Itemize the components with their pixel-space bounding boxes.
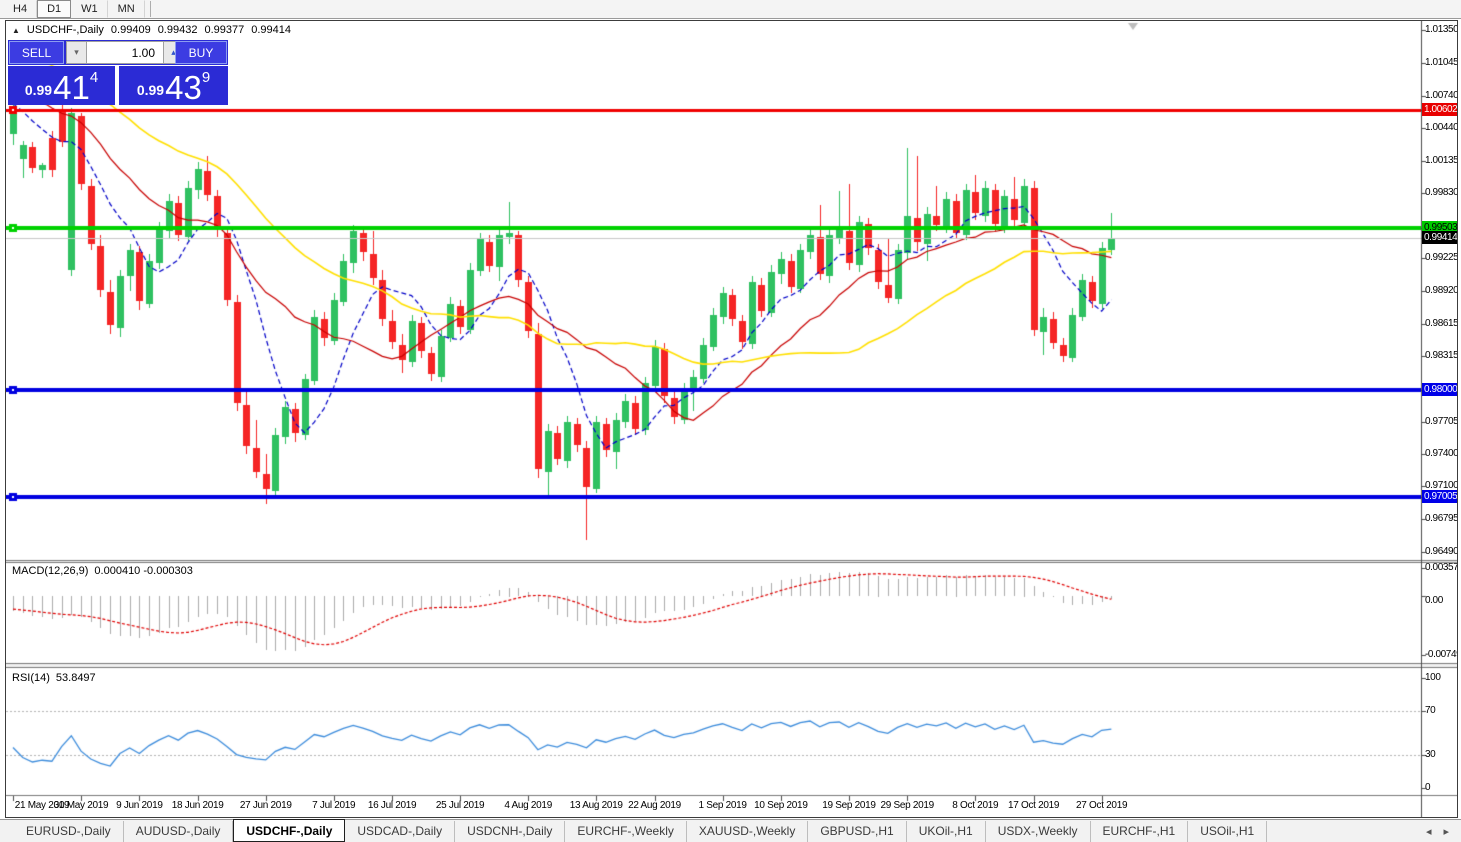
price-tick-label: 1.01045 [1425,57,1458,68]
rsi-label: RSI(14) 53.8497 [12,672,96,684]
price-line-tag: 0.97005 [1422,490,1458,503]
price-tick-label: 0.97400 [1425,448,1458,459]
price-tick-label: 0.99225 [1425,252,1458,263]
macd-values: 0.000410 -0.000303 [94,565,193,577]
date-tick-label: 21 May 2019 [14,800,70,811]
chart-tab-usdchf-daily[interactable]: USDCHF-,Daily [233,819,346,842]
price-chart-canvas[interactable] [6,21,1457,817]
timeframe-button-mn[interactable]: MN [108,0,145,18]
date-tick-label: 10 Sep 2019 [754,800,808,811]
price-tick-label: 0.98615 [1425,318,1458,329]
date-tick-label: 8 Oct 2019 [952,800,999,811]
rsi-tick-label: 70 [1425,705,1436,716]
trade-panel-top-bar: SELL ▾ ▴ BUY [8,40,228,65]
date-tick-label: 25 Jul 2019 [435,800,485,811]
date-tick-label: 29 Sep 2019 [880,800,935,811]
rsi-tick-label: 100 [1425,672,1441,683]
date-tick-label: 18 Jun 2019 [171,800,224,811]
macd-tick-label: 0.00 [1425,595,1443,606]
chart-title: ▲ USDCHF-,Daily 0.99409 0.99432 0.99377 … [12,24,291,36]
price-tick-label: 0.96795 [1425,513,1458,524]
price-line-tag: 1.00602 [1422,103,1458,116]
timeframe-button-w1[interactable]: W1 [71,0,108,18]
price-tick-label: 0.97705 [1425,416,1458,427]
chart-symbol-label: USDCHF-,Daily [26,24,104,36]
buy-price-big: 43 [165,68,202,106]
tab-scroll-left-icon[interactable]: ◂ [1425,825,1432,838]
date-tick-label: 9 Jun 2019 [116,800,163,811]
chart-tabs: EURUSD-,Daily AUDUSD-,Daily USDCHF-,Daily U… [14,819,1268,842]
chart-tab-eurchf-weekly[interactable]: EURCHF-,Weekly [565,820,687,842]
sell-price-big: 41 [53,68,90,106]
ohlc-close: 0.99414 [251,24,291,36]
volume-spinner: ▾ ▴ [66,41,184,64]
date-tick-label: 30 May 2019 [53,800,109,811]
price-tick-label: 1.00440 [1425,122,1458,133]
chart-tab-gbpusd-h1[interactable]: GBPUSD-,H1 [808,820,907,842]
price-line-tag: 0.99414 [1422,231,1458,244]
chart-tab-bar: EURUSD-,Daily AUDUSD-,Daily USDCHF-,Daily U… [0,819,1461,842]
macd-name: MACD(12,26,9) [12,565,89,577]
sell-price-prefix: 0.99 [24,82,53,98]
ohlc-low: 0.99377 [204,24,245,36]
price-line-tag: 0.99503 [1422,221,1458,234]
chart-collapse-icon[interactable]: ▲ [12,25,20,35]
date-tick-label: 16 Jul 2019 [367,800,417,811]
sell-button[interactable]: SELL [9,41,64,64]
volume-decrease-icon[interactable]: ▾ [66,41,87,64]
macd-tick-label: -0.00749 [1425,649,1458,660]
price-tick-label: 0.98920 [1425,285,1458,296]
one-click-trading-panel: SELL ▾ ▴ BUY 0.99 41 4 0.99 43 9 [8,40,228,105]
price-line-tag: 0.98000 [1422,383,1458,396]
chart-tab-audusd-daily[interactable]: AUDUSD-,Daily [124,820,234,842]
timeframe-button-d1[interactable]: D1 [37,0,72,18]
chart-tab-eurusd-daily[interactable]: EURUSD-,Daily [14,820,124,842]
buy-price-pip: 9 [201,69,211,86]
chart-window: ▲ USDCHF-,Daily 0.99409 0.99432 0.99377 … [5,20,1458,818]
chart-tab-usdx-weekly[interactable]: USDX-,Weekly [986,820,1091,842]
price-tick-label: 0.97100 [1425,480,1458,491]
ohlc-high: 0.99432 [157,24,198,36]
date-tick-label: 22 Aug 2019 [628,800,681,811]
buy-button[interactable]: BUY [175,41,227,64]
rsi-name: RSI(14) [12,672,50,684]
timeframe-toolbar: H4 D1 W1 MN [0,0,1461,19]
rsi-tick-label: 0 [1425,782,1431,793]
chart-tab-usdcnh-daily[interactable]: USDCNH-,Daily [455,820,566,842]
date-tick-label: 4 Aug 2019 [504,800,552,811]
date-tick-label: 1 Sep 2019 [698,800,747,811]
tab-scroll-right-icon[interactable]: ▸ [1443,825,1449,838]
chart-tab-ukoil-h1[interactable]: UKOil-,H1 [907,820,986,842]
price-tick-label: 0.98315 [1425,350,1458,361]
chart-tab-eurchf-h1[interactable]: EURCHF-,H1 [1091,820,1189,842]
date-tick-label: 7 Jul 2019 [312,800,356,811]
sell-price-button[interactable]: 0.99 41 4 [8,66,115,105]
date-tick-label: 19 Sep 2019 [822,800,876,811]
ohlc-open: 0.99409 [110,24,151,36]
date-tick-label: 17 Oct 2019 [1008,800,1060,811]
price-tick-label: 1.00135 [1425,155,1458,166]
price-tick-label: 1.01350 [1425,24,1458,35]
toolbar-divider [149,1,151,17]
buy-price-prefix: 0.99 [136,82,165,98]
price-tick-label: 0.99830 [1425,187,1458,198]
tab-scroll-arrows: ◂ ▸ [1426,825,1461,838]
buy-price-button[interactable]: 0.99 43 9 [119,66,228,105]
sell-price-pip: 4 [89,69,99,86]
timeframe-buttons: H4 D1 W1 MN [3,0,145,18]
date-tick-label: 27 Oct 2019 [1076,800,1128,811]
timeframe-button-h4[interactable]: H4 [3,0,38,18]
rsi-tick-label: 30 [1425,749,1436,760]
price-tick-label: 1.00740 [1425,90,1458,101]
rsi-values: 53.8497 [55,672,96,684]
chart-tab-usdcad-daily[interactable]: USDCAD-,Daily [345,820,456,842]
date-tick-label: 13 Aug 2019 [569,800,623,811]
volume-input[interactable] [87,41,163,64]
chart-tab-usoil-h1[interactable]: USOil-,H1 [1188,820,1268,842]
macd-label: MACD(12,26,9) 0.000410 -0.000303 [12,565,193,577]
date-tick-label: 27 Jun 2019 [239,800,292,811]
price-tick-label: 0.96490 [1425,546,1458,557]
chart-tab-xauusd-weekly[interactable]: XAUUSD-,Weekly [687,820,809,842]
macd-tick-label: 0.003574 [1425,562,1458,573]
